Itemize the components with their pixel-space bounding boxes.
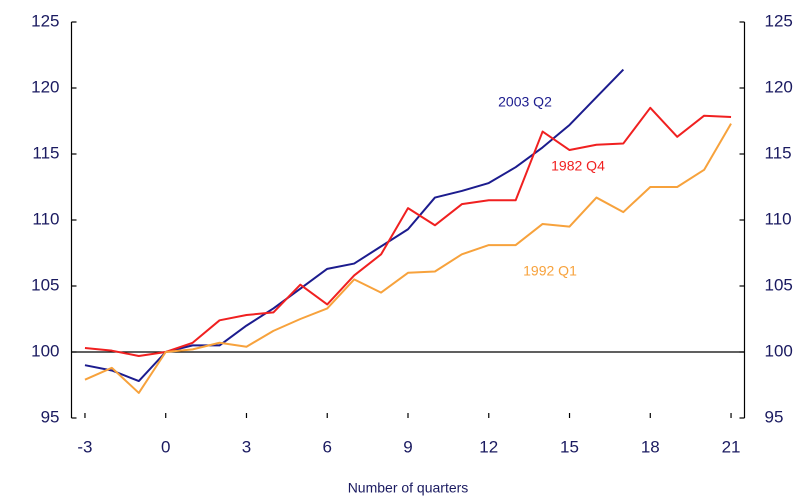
y-tick-label: 95 xyxy=(41,407,60,426)
y-tick-label: 120 xyxy=(31,77,59,96)
series-line xyxy=(84,106,732,357)
y2-tick-label: 125 xyxy=(765,11,793,30)
y2-tick-label: 105 xyxy=(765,275,793,294)
x-tick-label: 9 xyxy=(403,437,412,456)
x-tick-label: 12 xyxy=(479,437,498,456)
y-tick-label: 125 xyxy=(31,11,59,30)
y2-tick-label: 100 xyxy=(765,341,793,360)
x-tick-label: 21 xyxy=(722,437,741,456)
y2-tick-label: 120 xyxy=(765,77,793,96)
series-label: 1992 Q1 xyxy=(523,263,577,279)
y-tick-label: 105 xyxy=(31,275,59,294)
y2-tick-label: 110 xyxy=(765,209,792,228)
x-tick-label: 6 xyxy=(323,437,332,456)
x-tick-label: -3 xyxy=(77,437,92,456)
x-axis-label: Number of quarters xyxy=(348,480,469,496)
y-tick-label: 115 xyxy=(32,143,59,162)
y2-tick-label: 115 xyxy=(765,143,792,162)
series-line xyxy=(84,68,625,383)
y2-tick-label: 95 xyxy=(765,407,784,426)
y-tick-label: 100 xyxy=(31,341,59,360)
x-tick-label: 18 xyxy=(641,437,660,456)
x-tick-label: 3 xyxy=(242,437,251,456)
x-tick-label: 0 xyxy=(161,437,170,456)
y-tick-label: 110 xyxy=(32,209,59,228)
series-label: 2003 Q2 xyxy=(498,94,552,110)
x-tick-label: 15 xyxy=(560,437,579,456)
series-line xyxy=(84,123,732,394)
series-label: 1982 Q4 xyxy=(551,158,605,174)
